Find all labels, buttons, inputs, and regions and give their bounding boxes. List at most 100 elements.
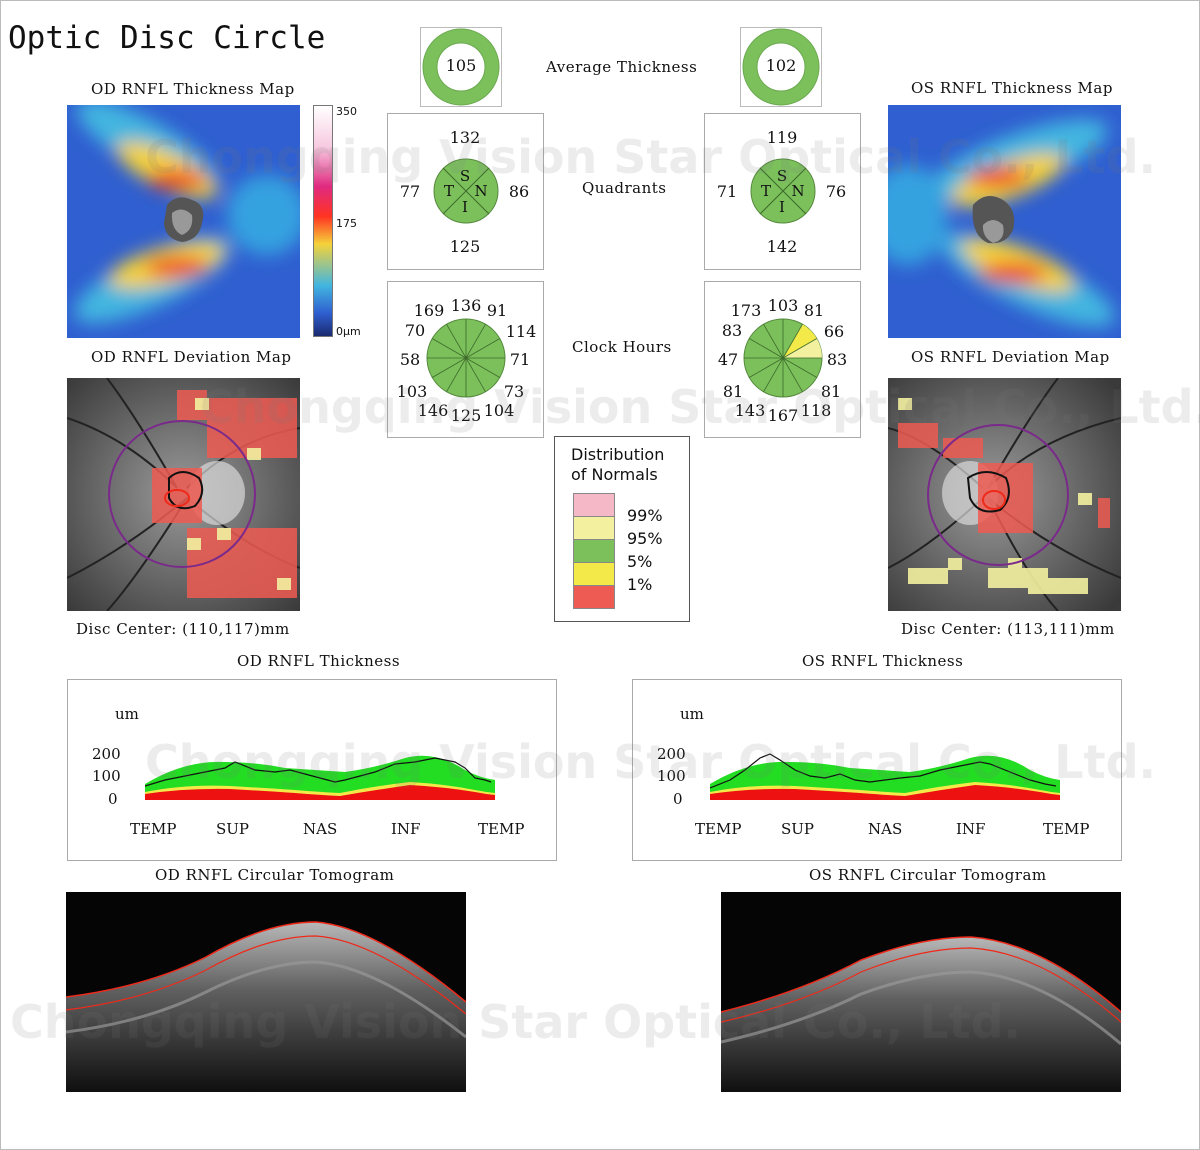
od-clock-hours-box: 169 136 91 114 71 73 104 125 146 103 58 …	[387, 281, 544, 438]
os-clock-10: 81	[722, 382, 744, 401]
legend-label-1: 1%	[627, 575, 653, 594]
os-quadrant-nas: 76	[825, 182, 847, 201]
od-xtick-nas: NAS	[303, 820, 338, 838]
legend-swatch-5	[573, 539, 615, 563]
od-xtick-sup: SUP	[216, 820, 250, 838]
legend-title-line1: Distribution	[571, 445, 665, 464]
od-graph-unit: um	[115, 705, 139, 723]
od-average-value: 105	[445, 56, 477, 75]
od-xtick-temp2: TEMP	[478, 820, 525, 838]
od-xtick-temp1: TEMP	[130, 820, 177, 838]
od-disc-center: Disc Center: (110,117)mm	[76, 620, 290, 638]
os-ytick-0: 0	[673, 790, 683, 808]
od-clock-6: 73	[503, 382, 525, 401]
legend-swatch-95	[573, 516, 615, 540]
os-clock-8: 167	[767, 406, 799, 425]
os-clock-9: 143	[734, 401, 766, 420]
os-average-ring: 102	[740, 27, 822, 107]
od-thickness-map	[67, 99, 307, 338]
os-clock-5: 83	[826, 350, 848, 369]
scale-top-label: 350	[336, 105, 357, 118]
od-quadrants-box: 132 77 86 125 S T N I	[387, 113, 544, 270]
legend-title-line2: of Normals	[571, 465, 658, 484]
os-xtick-temp1: TEMP	[695, 820, 742, 838]
os-disc-center: Disc Center: (113,111)mm	[901, 620, 1115, 638]
od-clock-10: 103	[396, 382, 428, 401]
od-tomogram-title: OD RNFL Circular Tomogram	[155, 866, 395, 884]
od-circular-tomogram	[65, 892, 467, 1092]
os-rnfl-thickness-title: OS RNFL Thickness	[802, 652, 964, 670]
od-letter-t: T	[443, 182, 454, 200]
od-letter-i: I	[462, 198, 468, 216]
os-average-value: 102	[765, 56, 797, 75]
od-clock-12: 70	[404, 321, 426, 340]
legend-label-95: 95%	[627, 529, 663, 548]
od-thickness-graph: um 200 100 0 TEMP SUP NAS INF TEMP	[67, 679, 557, 861]
od-clock-2: 136	[450, 296, 482, 315]
od-deviation-map	[66, 377, 301, 612]
os-clock-6: 81	[820, 382, 842, 401]
thickness-color-scale	[313, 105, 333, 337]
legend-swatch-99	[573, 493, 615, 517]
os-deviation-map-title: OS RNFL Deviation Map	[911, 348, 1110, 366]
legend-label-5: 5%	[627, 552, 653, 571]
clock-hours-label: Clock Hours	[572, 338, 672, 356]
scale-mid-label: 175	[336, 217, 357, 230]
od-clock-1: 169	[413, 301, 445, 320]
od-letter-s: S	[459, 167, 471, 185]
os-thickness-graph: um 200 100 0 TEMP SUP NAS INF TEMP	[632, 679, 1122, 861]
os-ytick-200: 200	[657, 745, 686, 763]
os-ytick-100: 100	[657, 767, 686, 785]
legend-swatch-1	[573, 562, 615, 586]
od-rnfl-thickness-title: OD RNFL Thickness	[237, 652, 401, 670]
od-quadrant-sup: 132	[449, 128, 481, 147]
os-circular-tomogram	[720, 892, 1122, 1092]
average-thickness-label: Average Thickness	[546, 58, 698, 76]
legend-swatch-red	[573, 585, 615, 609]
quadrants-label: Quadrants	[582, 179, 667, 197]
os-letter-n: N	[791, 182, 805, 200]
os-letter-i: I	[779, 198, 785, 216]
os-quadrant-tmp: 71	[716, 182, 738, 201]
distribution-legend: Distribution of Normals 99% 95% 5% 1%	[554, 436, 690, 622]
os-quadrant-sup: 119	[766, 128, 798, 147]
os-thickness-map-title: OS RNFL Thickness Map	[911, 79, 1113, 97]
os-xtick-temp2: TEMP	[1043, 820, 1090, 838]
os-clock-11: 47	[717, 350, 739, 369]
os-clock-12: 83	[721, 321, 743, 340]
os-xtick-inf: INF	[956, 820, 986, 838]
od-quadrant-tmp: 77	[399, 182, 421, 201]
od-quadrant-inf: 125	[449, 237, 481, 256]
od-clock-8: 125	[450, 406, 482, 425]
os-quadrant-inf: 142	[766, 237, 798, 256]
page-title: Optic Disc Circle	[8, 20, 326, 56]
od-deviation-map-title: OD RNFL Deviation Map	[91, 348, 292, 366]
od-average-ring: 105	[420, 27, 502, 107]
os-clock-2: 103	[767, 296, 799, 315]
od-clock-5: 71	[509, 350, 531, 369]
od-thickness-map-title: OD RNFL Thickness Map	[91, 80, 295, 98]
od-ytick-0: 0	[108, 790, 118, 808]
os-clock-1: 173	[730, 301, 762, 320]
os-thickness-map	[868, 105, 1121, 338]
os-clock-hours-box: 173 103 81 66 83 81 118 167 143 81 47 83	[704, 281, 861, 438]
os-letter-t: T	[760, 182, 771, 200]
od-ytick-100: 100	[92, 767, 121, 785]
os-letter-s: S	[776, 167, 788, 185]
scale-bottom-label: 0μm	[336, 325, 361, 338]
od-letter-n: N	[474, 182, 488, 200]
os-xtick-sup: SUP	[781, 820, 815, 838]
os-xtick-nas: NAS	[868, 820, 903, 838]
os-clock-4: 66	[823, 322, 845, 341]
os-clock-7: 118	[800, 401, 832, 420]
os-clock-3: 81	[803, 301, 825, 320]
od-clock-4: 114	[505, 322, 537, 341]
legend-label-99: 99%	[627, 506, 663, 525]
od-clock-9: 146	[417, 401, 449, 420]
od-xtick-inf: INF	[391, 820, 421, 838]
os-graph-unit: um	[680, 705, 704, 723]
os-deviation-map	[887, 377, 1122, 612]
od-clock-11: 58	[399, 350, 421, 369]
os-tomogram-title: OS RNFL Circular Tomogram	[809, 866, 1047, 884]
od-quadrant-nas: 86	[508, 182, 530, 201]
